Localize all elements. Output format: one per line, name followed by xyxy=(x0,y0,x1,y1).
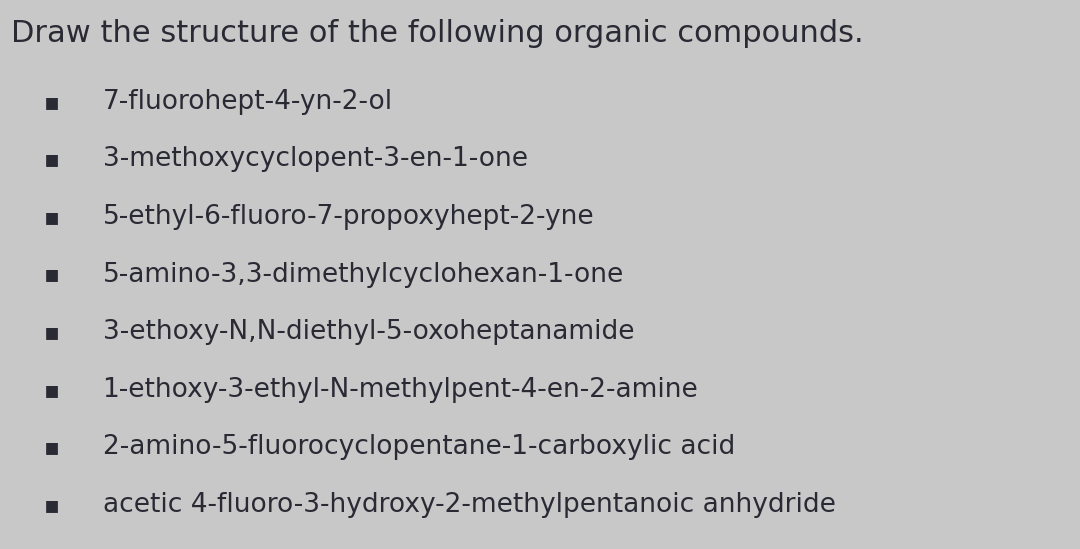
Text: acetic 4-fluoro-3-hydroxy-2-methylpentanoic anhydride: acetic 4-fluoro-3-hydroxy-2-methylpentan… xyxy=(103,492,836,518)
Text: ▪: ▪ xyxy=(44,435,59,460)
Text: ▪: ▪ xyxy=(44,378,59,402)
Text: ▪: ▪ xyxy=(44,147,59,171)
Text: 5-amino-3,3-dimethylcyclohexan-1-one: 5-amino-3,3-dimethylcyclohexan-1-one xyxy=(103,261,624,288)
Text: 5-ethyl-6-fluoro-7-propoxyhept-2-yne: 5-ethyl-6-fluoro-7-propoxyhept-2-yne xyxy=(103,204,594,230)
Text: ▪: ▪ xyxy=(44,262,59,287)
Text: 3-methoxycyclopent-3-en-1-one: 3-methoxycyclopent-3-en-1-one xyxy=(103,146,528,172)
Text: ▪: ▪ xyxy=(44,89,59,114)
Text: ▪: ▪ xyxy=(44,205,59,229)
Text: 1-ethoxy-3-ethyl-N-methylpent-4-en-2-amine: 1-ethoxy-3-ethyl-N-methylpent-4-en-2-ami… xyxy=(103,377,699,403)
Text: ▪: ▪ xyxy=(44,493,59,517)
Text: 3-ethoxy-N,N-diethyl-5-oxoheptanamide: 3-ethoxy-N,N-diethyl-5-oxoheptanamide xyxy=(103,319,634,345)
Text: 2-amino-5-fluorocyclopentane-1-carboxylic acid: 2-amino-5-fluorocyclopentane-1-carboxyli… xyxy=(103,434,734,461)
Text: ▪: ▪ xyxy=(44,320,59,344)
Text: Draw the structure of the following organic compounds.: Draw the structure of the following orga… xyxy=(11,19,863,48)
Text: 7-fluorohept-4-yn-2-ol: 7-fluorohept-4-yn-2-ol xyxy=(103,88,393,115)
